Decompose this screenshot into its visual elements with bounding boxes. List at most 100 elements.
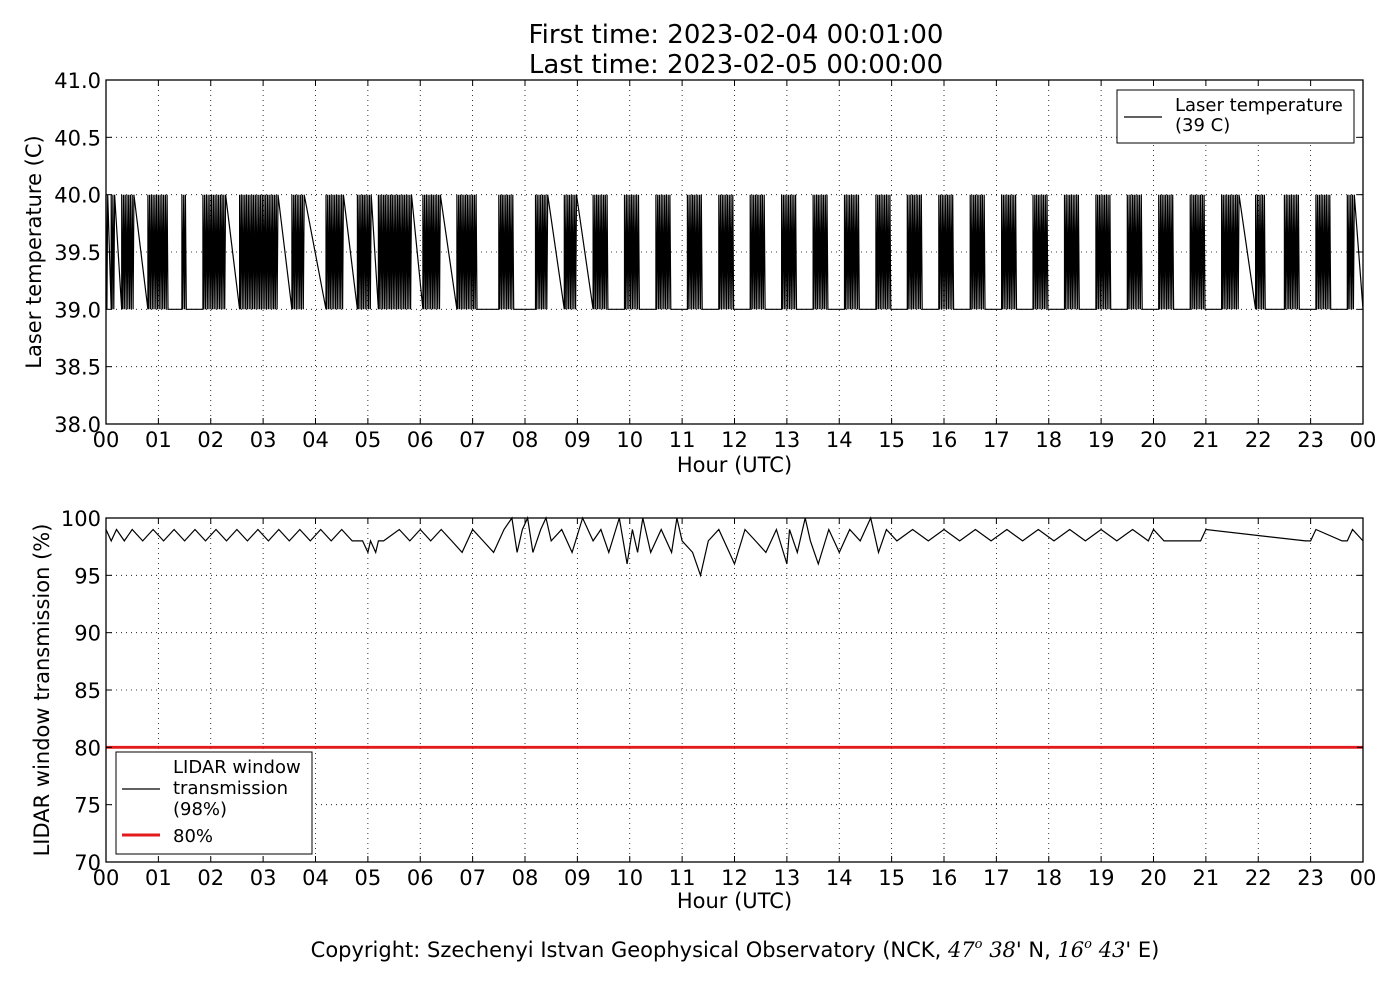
lidar-transmission-x-tick-label: 21 <box>1193 866 1220 890</box>
lidar-transmission-x-tick-label: 22 <box>1245 866 1272 890</box>
figure-title-line2: Last time: 2023-02-05 00:00:00 <box>529 50 943 80</box>
lidar-transmission-y-tick-label: 90 <box>74 622 101 646</box>
lidar-transmission-x-tick-label: 00 <box>93 866 120 890</box>
lidar-transmission-legend-label-0-line3: (98%) <box>173 799 227 820</box>
laser-temperature-x-tick-label: 11 <box>669 428 696 452</box>
figure-title-line1: First time: 2023-02-04 00:01:00 <box>529 20 944 50</box>
lidar-transmission-x-tick-label: 16 <box>931 866 958 890</box>
lidar-transmission-x-tick-label: 15 <box>878 866 905 890</box>
lidar-transmission-legend-label-0-line1: LIDAR window <box>173 757 301 778</box>
laser-temperature-y-axis-title: Laser temperature (C) <box>22 135 46 368</box>
copyright-lon-degree-mark: o <box>1084 937 1092 952</box>
laser-temperature-x-tick-label: 22 <box>1245 428 1272 452</box>
laser-temperature-x-tick-label: 07 <box>459 428 486 452</box>
laser-temperature-series-line-0 <box>105 194 1364 310</box>
lidar-transmission-x-tick-label: 10 <box>616 866 643 890</box>
laser-temperature-x-tick-label: 19 <box>1088 428 1115 452</box>
lidar-transmission-x-tick-label: 07 <box>459 866 486 890</box>
copyright-lon-minutes: 43 <box>1098 938 1126 962</box>
laser-temperature-y-tick-label: 40.0 <box>54 184 101 208</box>
lidar-transmission-x-tick-label: 13 <box>774 866 801 890</box>
lidar-transmission-series <box>105 515 1364 749</box>
lidar-transmission-x-axis-title: Hour (UTC) <box>677 889 792 913</box>
lidar-transmission-legend-box <box>115 751 313 855</box>
laser-temperature-x-tick-label: 16 <box>931 428 958 452</box>
laser-temperature-y-tick-label: 39.5 <box>54 241 101 265</box>
laser-temperature-x-tick-label: 08 <box>512 428 539 452</box>
copyright-lat-degree-mark: o <box>975 937 983 952</box>
laser-temperature-x-tick-label: 10 <box>616 428 643 452</box>
lidar-transmission-y-ticks: 70 75 80 85 90 95 100 <box>61 507 1363 875</box>
lidar-transmission-legend-label-0-line2: transmission <box>173 778 288 799</box>
lidar-transmission-x-tick-label: 17 <box>983 866 1010 890</box>
lidar-transmission-x-tick-label: 00 <box>1350 866 1377 890</box>
lidar-transmission-x-tick-label: 02 <box>197 866 224 890</box>
laser-temperature-x-tick-label: 15 <box>878 428 905 452</box>
laser-temperature-x-tick-label: 21 <box>1193 428 1220 452</box>
laser-temperature-legend-label-line2: (39 C) <box>1175 115 1230 136</box>
lidar-transmission-x-tick-label: 08 <box>512 866 539 890</box>
copyright-lat-degrees: 47 <box>947 938 975 962</box>
lidar-transmission-x-tick-label: 05 <box>355 866 382 890</box>
laser-temperature-x-tick-label: 20 <box>1140 428 1167 452</box>
laser-temperature-x-tick-label: 17 <box>983 428 1010 452</box>
laser-temperature-x-tick-label: 02 <box>197 428 224 452</box>
copyright-lon-degrees: 16 <box>1057 938 1084 962</box>
laser-temperature-x-tick-label: 23 <box>1297 428 1324 452</box>
laser-temperature-y-tick-label: 40.5 <box>54 126 101 150</box>
lidar-transmission-legend-label-1: 80% <box>173 826 213 847</box>
laser-temperature-x-tick-label: 04 <box>302 428 329 452</box>
laser-temperature-x-tick-label: 01 <box>145 428 172 452</box>
lidar-transmission-x-tick-label: 04 <box>302 866 329 890</box>
copyright-lat-direction: ' N, <box>1016 938 1058 962</box>
laser-temperature-legend-label-line1: Laser temperature <box>1175 95 1343 116</box>
lidar-transmission-x-tick-label: 12 <box>721 866 748 890</box>
copyright-lon-direction: ' E) <box>1125 938 1159 962</box>
laser-temperature-y-ticks: 38.0 38.5 39.0 39.5 40.0 40.5 41.0 <box>54 69 1363 437</box>
lidar-transmission-panel: 00 01 02 03 04 05 06 07 08 09 10 11 12 13 14 15 16 17 18 19… <box>30 507 1376 913</box>
lidar-transmission-x-tick-label: 09 <box>564 866 591 890</box>
laser-temperature-legend: Laser temperature (39 C) <box>1116 89 1355 144</box>
lidar-transmission-y-tick-label: 85 <box>74 679 101 703</box>
lidar-transmission-y-tick-label: 80 <box>74 736 101 760</box>
laser-temperature-x-tick-label: 00 <box>1350 428 1377 452</box>
laser-temperature-x-tick-label: 06 <box>407 428 434 452</box>
lidar-transmission-x-tick-label: 23 <box>1297 866 1324 890</box>
laser-temperature-x-tick-label: 03 <box>250 428 277 452</box>
lidar-transmission-y-tick-label: 100 <box>61 507 101 531</box>
lidar-transmission-x-ticks: 00 01 02 03 04 05 06 07 08 09 10 11 12 13 14 15 16 17 18 19… <box>93 518 1377 890</box>
laser-temperature-x-tick-label: 18 <box>1035 428 1062 452</box>
lidar-transmission-x-tick-label: 06 <box>407 866 434 890</box>
laser-temperature-y-tick-label: 39.0 <box>54 298 101 322</box>
copyright-prefix: Copyright: Szechenyi Istvan Geophysical … <box>311 938 948 962</box>
lidar-transmission-legend: LIDAR window transmission (98%) 80% <box>115 751 313 855</box>
laser-temperature-series <box>105 194 1364 310</box>
lidar-transmission-x-tick-label: 14 <box>826 866 853 890</box>
lidar-transmission-y-tick-label: 95 <box>74 564 101 588</box>
lidar-transmission-x-tick-label: 03 <box>250 866 277 890</box>
laser-temperature-x-tick-label: 05 <box>355 428 382 452</box>
laser-temperature-x-tick-label: 09 <box>564 428 591 452</box>
laser-temperature-x-tick-label: 12 <box>721 428 748 452</box>
lidar-transmission-x-tick-label: 18 <box>1035 866 1062 890</box>
lidar-transmission-y-tick-label: 75 <box>74 794 101 818</box>
laser-temperature-panel: 00 01 02 03 04 05 06 07 08 09 10 11 12 13 14 15 16 17 18 19… <box>22 69 1376 477</box>
lidar-transmission-x-tick-label: 19 <box>1088 866 1115 890</box>
laser-temperature-x-tick-label: 00 <box>93 428 120 452</box>
laser-temperature-y-tick-label: 41.0 <box>54 69 101 93</box>
lidar-transmission-x-tick-label: 01 <box>145 866 172 890</box>
laser-temperature-y-tick-label: 38.0 <box>54 413 101 437</box>
laser-temperature-x-tick-label: 14 <box>826 428 853 452</box>
laser-temperature-y-tick-label: 38.5 <box>54 356 101 380</box>
lidar-transmission-y-tick-label: 70 <box>74 851 101 875</box>
copyright-lat-minutes: 38 <box>989 938 1016 962</box>
lidar-transmission-y-axis-title: LIDAR window transmission (%) <box>30 524 54 857</box>
laser-temperature-x-tick-label: 13 <box>774 428 801 452</box>
lidar-transmission-series-line-0 <box>105 515 1364 578</box>
laser-temperature-x-ticks: 00 01 02 03 04 05 06 07 08 09 10 11 12 13 14 15 16 17 18 19… <box>93 80 1377 452</box>
laser-temperature-x-axis-title: Hour (UTC) <box>677 453 792 477</box>
copyright-footer: Copyright: Szechenyi Istvan Geophysical … <box>311 937 1160 962</box>
lidar-transmission-x-tick-label: 11 <box>669 866 696 890</box>
lidar-transmission-x-tick-label: 20 <box>1140 866 1167 890</box>
